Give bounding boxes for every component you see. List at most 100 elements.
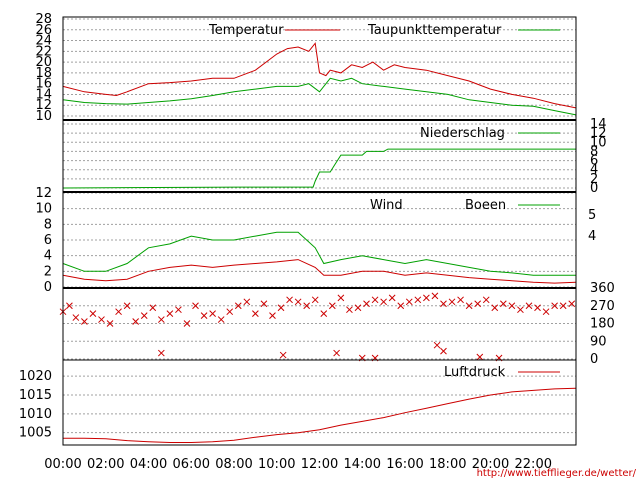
y-tick-label: 2 xyxy=(44,264,52,279)
direction-mark xyxy=(320,310,328,317)
y-tick-label: 12 xyxy=(35,186,52,201)
direction-mark xyxy=(98,316,105,323)
credit-link[interactable]: http://www.tiefflieger.de/wetter/ xyxy=(477,468,637,479)
direction-mark xyxy=(371,296,379,304)
y-tick-label: 8 xyxy=(44,217,52,232)
direction-mark xyxy=(157,349,165,357)
x-tick-label: 12:00 xyxy=(301,457,338,472)
x-tick-label: 16:00 xyxy=(386,457,423,472)
x-tick-label: 02:00 xyxy=(87,457,124,472)
direction-mark xyxy=(140,312,148,319)
y-tick-label: 18 xyxy=(35,66,52,81)
direction-mark xyxy=(286,296,293,304)
direction-mark xyxy=(243,298,251,306)
direction-mark xyxy=(517,306,524,314)
series-line-temperatur xyxy=(62,42,577,109)
y-tick-label: 28 xyxy=(35,12,52,27)
direction-mark xyxy=(303,302,311,310)
y-tick-label: 10 xyxy=(590,135,607,150)
y-tick-label: 4 xyxy=(44,249,52,264)
legend-label: Temperatur xyxy=(208,23,284,38)
x-tick-label: 20:00 xyxy=(472,457,509,472)
direction-mark xyxy=(465,302,473,310)
y-tick-label: 24 xyxy=(35,34,52,49)
y-tick-label: 22 xyxy=(35,44,52,59)
panel-frames xyxy=(62,16,577,446)
y-tick-label: 12 xyxy=(590,126,607,141)
direction-mark xyxy=(252,310,259,317)
direction-mark xyxy=(405,298,413,306)
beaufort-tick-label: 5 xyxy=(588,208,596,223)
direction-mark xyxy=(457,296,464,304)
direction-mark xyxy=(106,320,114,327)
direction-mark xyxy=(192,302,199,310)
y-tick-label: 0 xyxy=(590,181,598,196)
x-tick-label: 04:00 xyxy=(130,457,167,472)
direction-mark xyxy=(476,353,484,361)
direction-mark xyxy=(234,302,242,310)
y-tick-label: 4 xyxy=(590,163,598,178)
legend-label: Niederschlag xyxy=(420,126,505,141)
direction-mark xyxy=(260,300,268,308)
direction-mark xyxy=(66,302,73,310)
direction-mark xyxy=(226,308,234,316)
direction-mark xyxy=(123,302,131,310)
y-tick-label: 360 xyxy=(590,281,615,296)
series-line-boeen xyxy=(62,231,576,276)
direction-mark xyxy=(397,302,405,310)
series-line-luftdruck xyxy=(63,387,577,443)
y-tick-label: 26 xyxy=(35,23,52,38)
y-tick-label: 16 xyxy=(35,77,52,92)
direction-mark xyxy=(431,292,439,300)
direction-mark xyxy=(388,294,396,302)
plot-series xyxy=(59,42,577,443)
panel-frame xyxy=(62,359,577,446)
y-tick-label: 1010 xyxy=(19,407,52,422)
beaufort-tick-label: 4 xyxy=(588,229,596,244)
direction-mark xyxy=(482,296,490,304)
direction-mark xyxy=(559,302,567,310)
x-tick-label: 10:00 xyxy=(258,457,295,472)
direction-mark xyxy=(568,300,576,308)
legend-label: Wind xyxy=(370,198,403,213)
y-tick-label: 90 xyxy=(590,334,607,349)
direction-mark xyxy=(525,302,533,310)
y-tick-label: 1015 xyxy=(19,388,52,403)
x-tick-label: 00:00 xyxy=(44,457,81,472)
direction-mark xyxy=(269,312,276,319)
x-tick-label: 06:00 xyxy=(173,457,210,472)
y-tick-label: 1005 xyxy=(19,426,52,441)
x-tick-label: 18:00 xyxy=(429,457,466,472)
direction-mark xyxy=(354,304,362,312)
direction-mark xyxy=(414,296,422,304)
direction-mark xyxy=(294,298,302,306)
direction-mark xyxy=(209,310,216,317)
direction-mark xyxy=(433,341,441,349)
y-tick-label: 20 xyxy=(35,55,52,70)
y-tick-label: 0 xyxy=(590,352,598,367)
direction-mark xyxy=(132,318,140,325)
direction-mark xyxy=(551,302,558,310)
direction-mark xyxy=(175,306,182,314)
direction-mark xyxy=(157,316,165,323)
direction-mark xyxy=(328,302,336,310)
legend-label: Boeen xyxy=(465,198,506,213)
direction-mark xyxy=(363,300,370,308)
legend-label: Luftdruck xyxy=(444,365,506,380)
direction-mark xyxy=(337,294,345,302)
y-tick-label: 180 xyxy=(590,317,615,332)
direction-mark xyxy=(333,349,340,357)
y-tick-label: 1020 xyxy=(19,369,52,384)
direction-mark xyxy=(380,298,387,306)
direction-mark xyxy=(200,312,208,319)
direction-mark xyxy=(217,316,225,323)
y-tick-label: 6 xyxy=(590,154,598,169)
x-tick-label: 14:00 xyxy=(344,457,381,472)
direction-mark xyxy=(542,308,550,316)
series-line-wind xyxy=(62,259,577,284)
direction-mark xyxy=(440,347,447,355)
direction-mark xyxy=(491,304,499,312)
direction-mark xyxy=(448,298,456,306)
direction-mark xyxy=(81,318,88,325)
y-tick-label: 0 xyxy=(44,280,52,295)
